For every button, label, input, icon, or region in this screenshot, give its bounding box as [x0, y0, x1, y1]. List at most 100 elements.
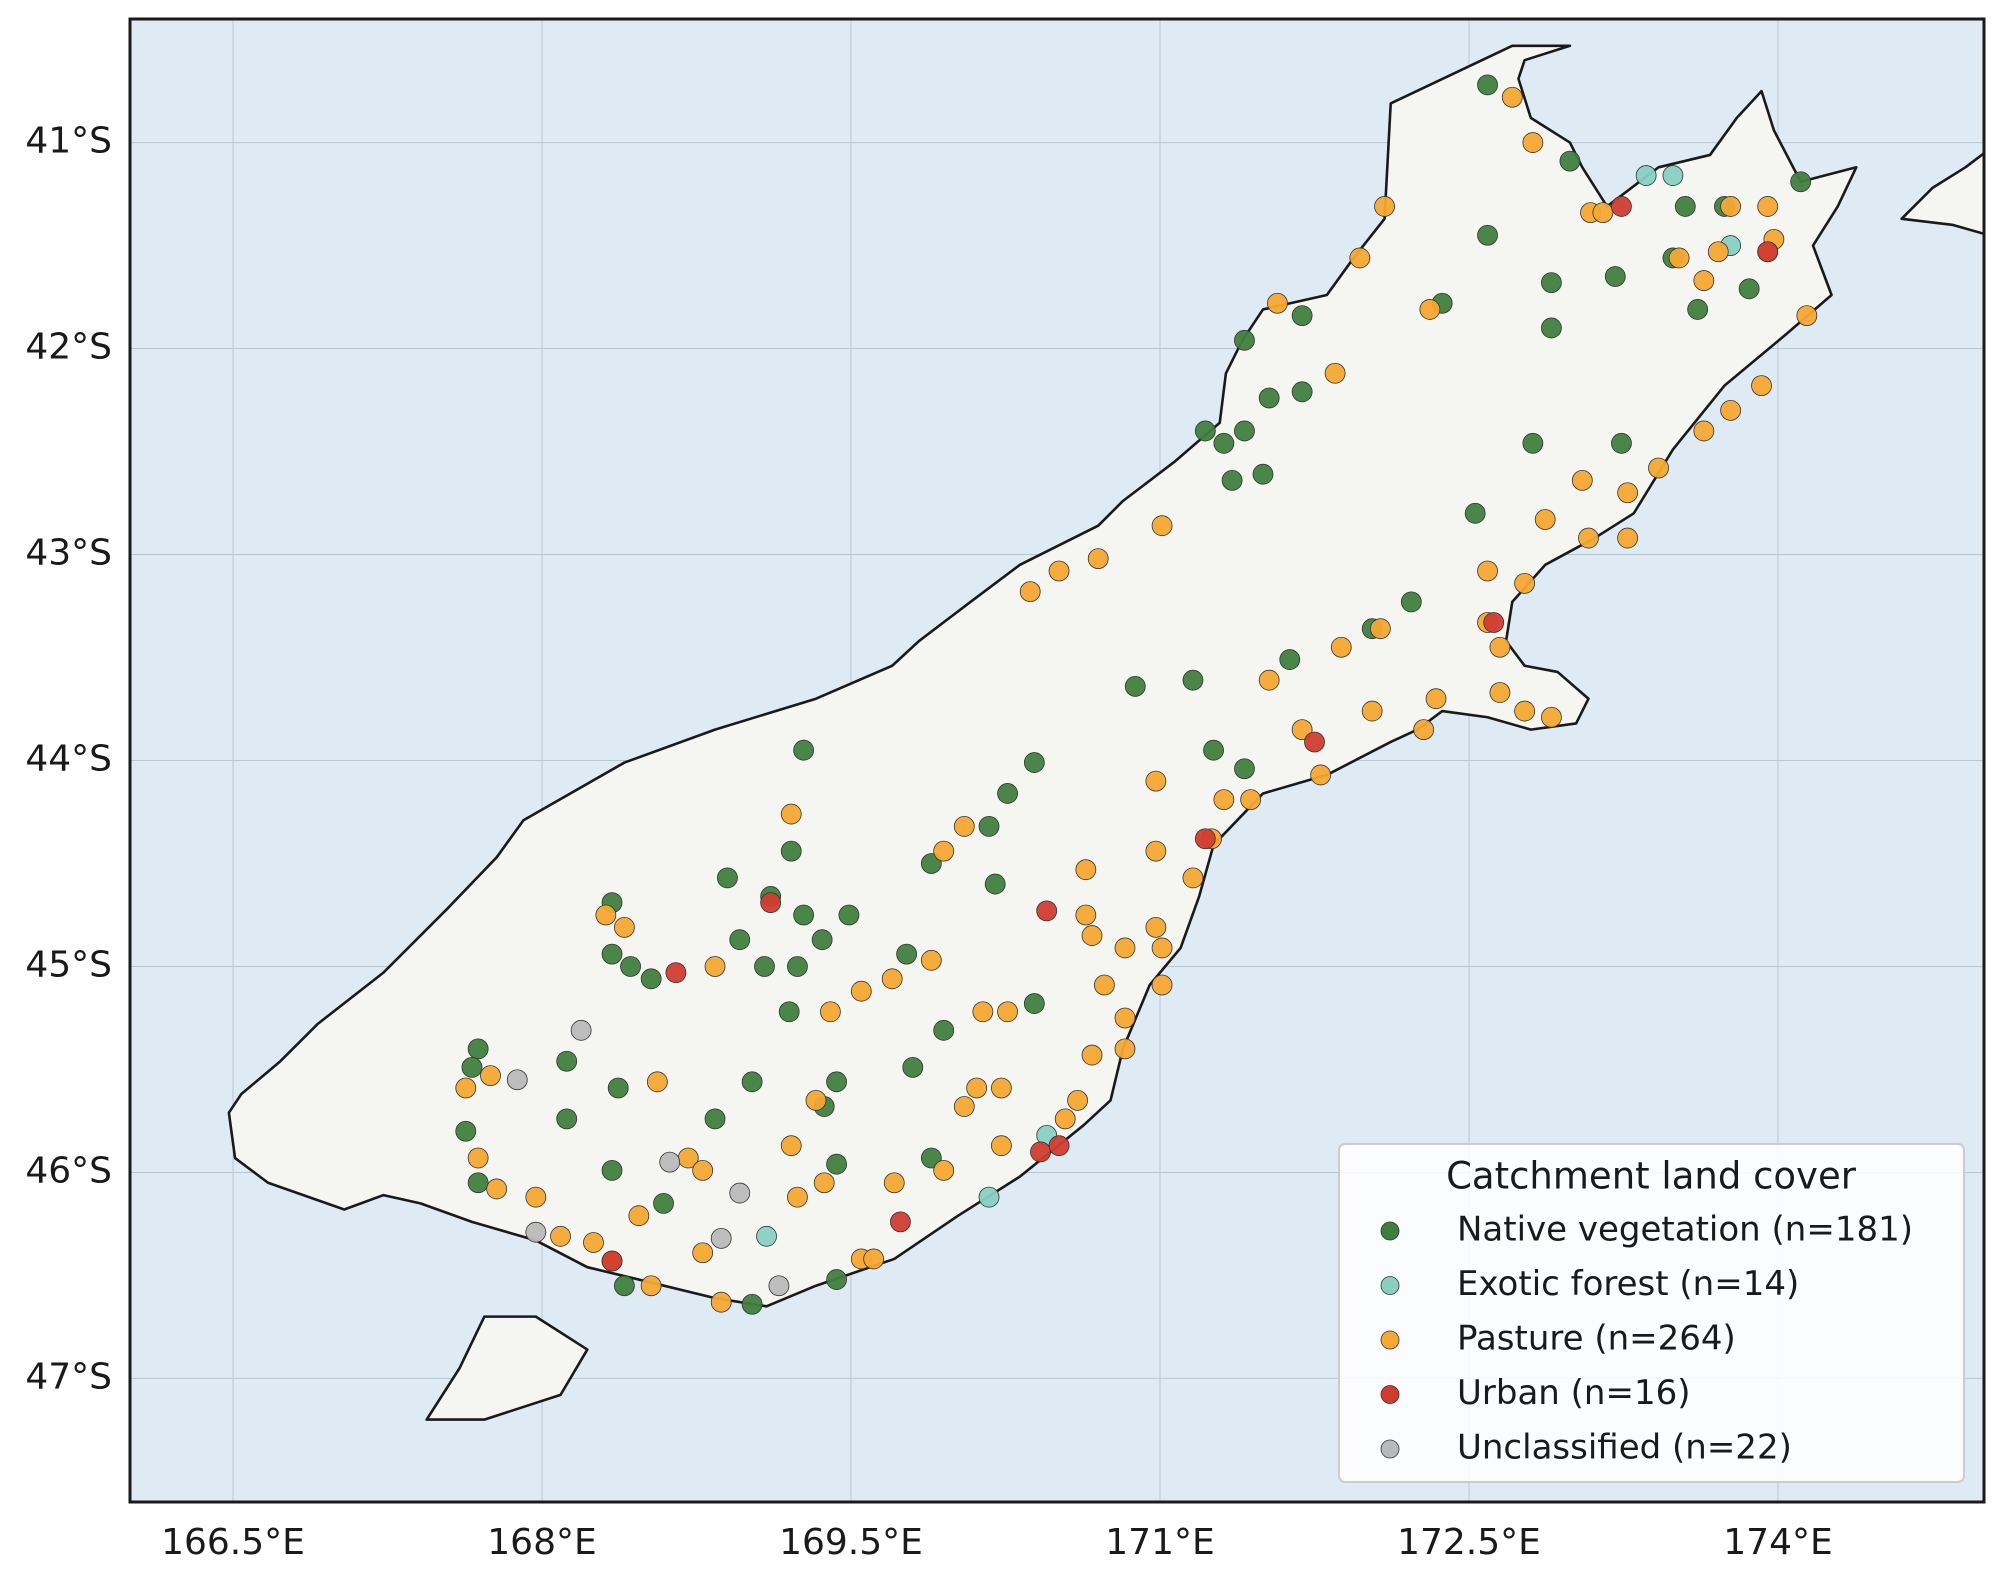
site-point [978, 1186, 1000, 1208]
site-point [1617, 482, 1639, 504]
site-point [1720, 196, 1742, 217]
site-point [1611, 432, 1632, 454]
site-point [1668, 247, 1690, 269]
site-point [1483, 612, 1505, 633]
x-tick-label: 174°E [1723, 1522, 1832, 1563]
site-point [1514, 700, 1536, 722]
site-point [1213, 432, 1235, 454]
site-point [1400, 591, 1422, 613]
site-point [920, 1147, 942, 1169]
site-point [997, 1001, 1018, 1023]
site-point [1114, 937, 1136, 959]
site-point [486, 1178, 508, 1200]
legend-label: Exotic forest (n=14) [1457, 1264, 1799, 1304]
site-point [1234, 758, 1255, 780]
y-tick-label: 43°S [25, 533, 112, 574]
site-point [1501, 86, 1523, 108]
site-point [1693, 420, 1715, 442]
site-point [1048, 560, 1070, 582]
site-point [1291, 719, 1313, 741]
site-point [506, 1069, 528, 1091]
legend-label: Urban (n=16) [1457, 1373, 1690, 1413]
site-point [850, 980, 872, 1002]
site-point [1477, 560, 1498, 582]
site-point [902, 1056, 924, 1078]
site-point [710, 1227, 732, 1249]
site-point [1124, 675, 1146, 697]
site-point [1757, 241, 1779, 263]
site-point [990, 1135, 1012, 1157]
site-point [583, 1232, 604, 1253]
site-point [1611, 196, 1632, 217]
site-point [1279, 649, 1301, 670]
stewart-island [427, 1317, 588, 1420]
site-point [1023, 752, 1045, 773]
site-point [1361, 700, 1383, 722]
site-point [813, 1172, 835, 1194]
site-point [1048, 1135, 1070, 1157]
site-point [881, 968, 903, 990]
site-point [455, 1120, 477, 1142]
site-point [1093, 974, 1115, 996]
site-point [1419, 299, 1441, 320]
site-point [1221, 469, 1243, 491]
site-point [953, 816, 975, 837]
site-point [1234, 329, 1255, 351]
site-point [896, 943, 918, 965]
site-point [1075, 859, 1097, 881]
site-point [1349, 247, 1371, 269]
site-point [768, 1275, 790, 1297]
site-point [990, 1077, 1012, 1099]
site-point [838, 904, 860, 926]
site-point [1324, 362, 1346, 384]
site-point [1541, 706, 1562, 728]
site-point [787, 956, 808, 977]
legend-box [1338, 1143, 1965, 1483]
site-point [1258, 387, 1280, 409]
site-point [525, 1186, 547, 1208]
site-point [1213, 789, 1235, 811]
site-point [692, 1242, 714, 1264]
site-point [933, 1019, 955, 1041]
site-point [704, 1108, 726, 1130]
site-point [1413, 719, 1435, 741]
site-point [729, 1182, 751, 1204]
legend-marker [1380, 1330, 1400, 1350]
site-point [826, 1269, 847, 1290]
site-point [1330, 636, 1352, 658]
plot-frame [128, 17, 1986, 1504]
legend-label: Pasture (n=264) [1457, 1319, 1736, 1359]
x-tick-label: 172.5°E [1397, 1522, 1541, 1563]
site-point [601, 943, 623, 965]
site-point [1790, 171, 1812, 193]
legend-marker [1380, 1439, 1400, 1459]
site-point [1592, 202, 1614, 224]
site-point [1081, 1044, 1103, 1066]
site-point [793, 904, 815, 926]
site-point [760, 892, 782, 914]
legend-marker [1380, 1385, 1400, 1404]
site-point [1674, 196, 1696, 217]
site-point [811, 929, 833, 951]
site-point [754, 956, 775, 977]
site-point [1151, 937, 1173, 959]
site-point [933, 840, 955, 862]
site-point [556, 1108, 578, 1130]
site-point [1054, 1108, 1076, 1130]
site-point [1522, 132, 1544, 153]
site-point [455, 1077, 477, 1099]
site-point [640, 1275, 662, 1297]
y-tick-label: 41°S [25, 121, 112, 162]
site-point [793, 739, 815, 761]
x-tick-label: 166.5°E [161, 1522, 305, 1563]
site-point [826, 1071, 847, 1093]
site-point [692, 1159, 714, 1181]
site-point [1757, 196, 1779, 217]
site-point [595, 904, 617, 926]
site-point [1477, 224, 1498, 246]
site-point [1075, 904, 1097, 926]
site-point [780, 840, 802, 862]
site-point [628, 1205, 650, 1227]
site-point [1489, 636, 1511, 658]
site-point [1648, 457, 1669, 479]
